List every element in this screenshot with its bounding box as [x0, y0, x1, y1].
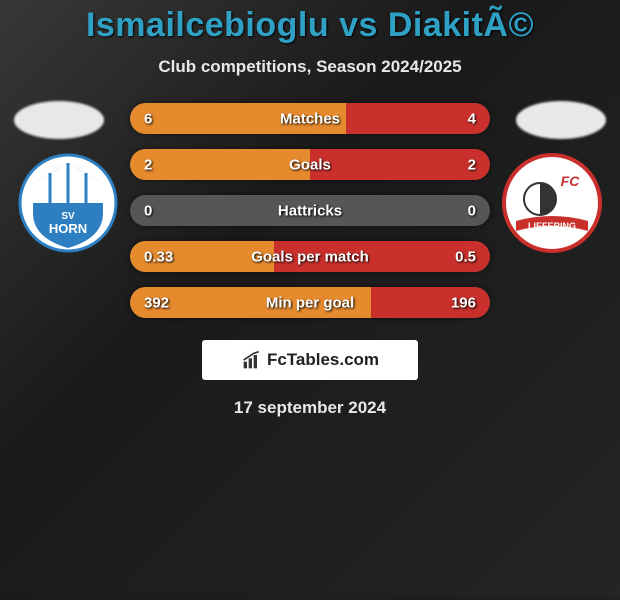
svg-text:LIEFERING: LIEFERING — [528, 221, 576, 231]
svg-text:FC: FC — [561, 173, 581, 189]
stat-value-right: 0 — [468, 202, 476, 219]
stat-row: 0 0 Hattricks — [130, 195, 490, 226]
stat-value-right: 4 — [468, 110, 476, 127]
stat-value-left: 0 — [144, 202, 152, 219]
stat-value-right: 196 — [451, 294, 476, 311]
stat-label: Goals per match — [251, 248, 369, 265]
stat-label: Hattricks — [278, 202, 342, 219]
stat-row: 392 196 Min per goal — [130, 287, 490, 318]
stat-value-left: 392 — [144, 294, 169, 311]
stat-value-left: 0.33 — [144, 248, 173, 265]
stat-label: Matches — [280, 110, 340, 127]
stat-value-right: 0.5 — [455, 248, 476, 265]
stat-label: Min per goal — [266, 294, 354, 311]
stat-label: Goals — [289, 156, 331, 173]
stat-value-left: 6 — [144, 110, 152, 127]
page-title: Ismailcebioglu vs DiakitÃ© — [0, 6, 620, 45]
stat-row: 6 4 Matches — [130, 103, 490, 134]
svg-text:HORN: HORN — [49, 221, 87, 236]
stat-row: 0.33 0.5 Goals per match — [130, 241, 490, 272]
branding-badge: FcTables.com — [202, 340, 418, 380]
season-subtitle: Club competitions, Season 2024/2025 — [0, 57, 620, 77]
stat-value-left: 2 — [144, 156, 152, 173]
stat-row: 2 2 Goals — [130, 149, 490, 180]
right-team-badge: FC LIEFERING — [502, 153, 602, 253]
date-line: 17 september 2024 — [0, 398, 620, 418]
comparison-card: Ismailcebioglu vs DiakitÃ© Club competit… — [0, 0, 620, 580]
left-flag-ellipse — [14, 101, 104, 139]
branding-text: FcTables.com — [267, 350, 379, 370]
chart-icon — [241, 350, 263, 370]
stat-bar-left — [130, 149, 310, 180]
stat-bar-right — [310, 149, 490, 180]
comparison-arena: SV HORN FC LIEFERING 6 4 Matches 2 2 Goals 0 0 H… — [0, 103, 620, 318]
stats-list: 6 4 Matches 2 2 Goals 0 0 Hattricks 0.33 0.5 Goals … — [130, 103, 490, 318]
stat-value-right: 2 — [468, 156, 476, 173]
right-flag-ellipse — [516, 101, 606, 139]
left-team-badge: SV HORN — [18, 153, 118, 253]
